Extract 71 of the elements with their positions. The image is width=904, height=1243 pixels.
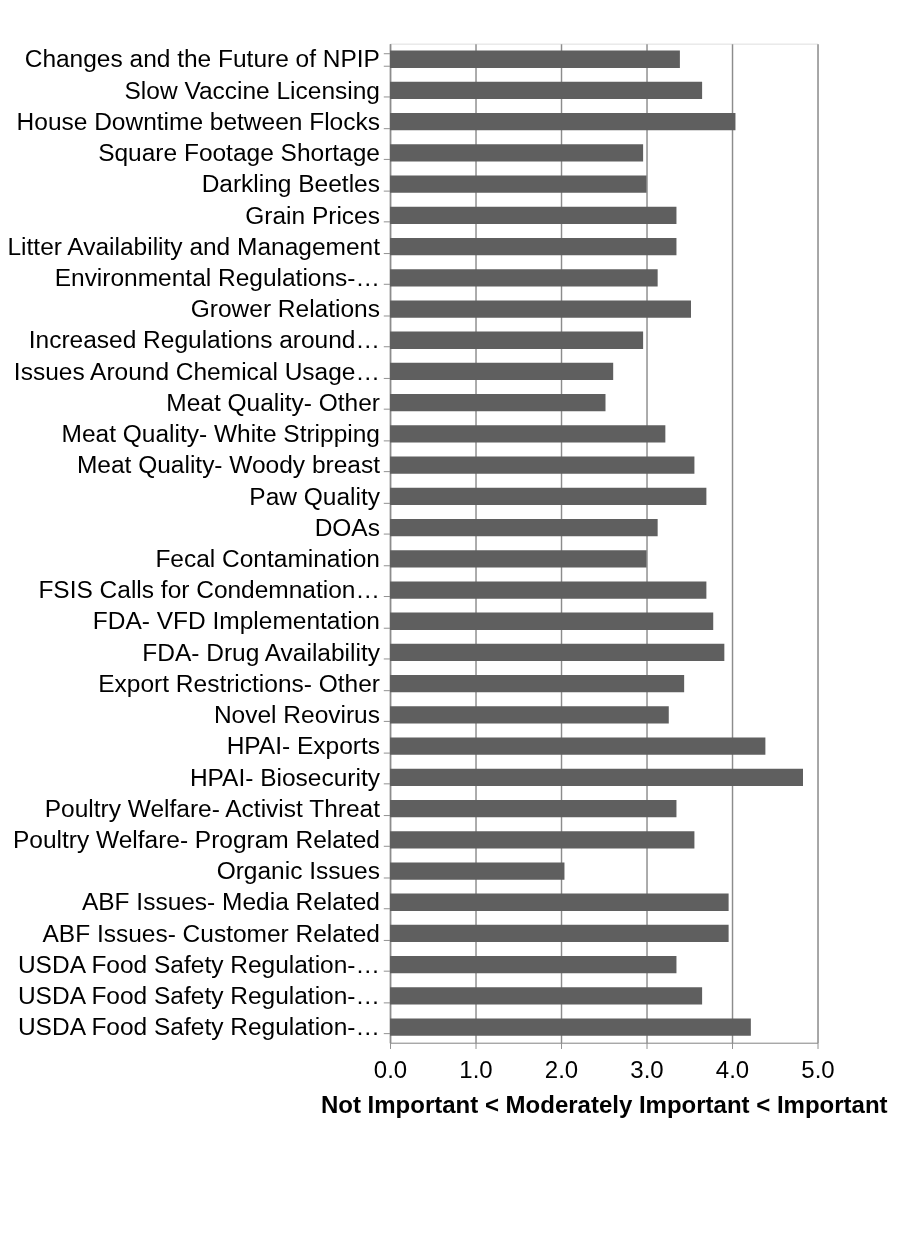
bar (390, 487, 707, 506)
bar (390, 394, 606, 412)
y-tick-label: Litter Availability and Management (7, 232, 381, 260)
y-tick-label: FSIS Calls for Condemnation… (38, 576, 380, 604)
y-tick-label: Issues Around Chemical Usage… (13, 357, 380, 385)
bar (390, 737, 766, 755)
bar (390, 237, 677, 256)
bar (390, 113, 736, 131)
y-tick-label: Grain Prices (245, 201, 380, 229)
y-tick-label: FDA- VFD Implementation (92, 607, 380, 635)
y-tick-label: ABF Issues- Customer Related (42, 919, 380, 947)
bar (390, 456, 695, 474)
bar (390, 862, 565, 880)
y-tick-label: DOAs (314, 513, 380, 541)
bar (390, 550, 647, 568)
y-tick-label: USDA Food Safety Regulation-… (17, 950, 380, 978)
bar (390, 81, 703, 100)
y-tick-label: HPAI- Exports (226, 732, 380, 760)
x-tick-label: 2.0 (544, 1055, 579, 1083)
bar (390, 924, 729, 943)
bar (390, 706, 669, 724)
y-tick-label: USDA Food Safety Regulation-… (17, 982, 380, 1010)
y-tick-label: Export Restrictions- Other (98, 669, 380, 697)
bar (390, 269, 658, 287)
y-tick-label: Poultry Welfare- Activist Threat (44, 794, 381, 822)
x-tick-label: 3.0 (630, 1055, 664, 1083)
x-tick-label: 4.0 (715, 1055, 750, 1083)
y-tick-label: Changes and the Future of NPIP (24, 45, 380, 73)
bar (390, 206, 677, 225)
bar (390, 643, 725, 662)
bar (390, 1018, 751, 1036)
bar (390, 144, 644, 162)
bar (390, 50, 680, 68)
y-tick-label: Darkling Beetles (201, 170, 380, 198)
y-tick-label: Square Footage Shortage (98, 139, 380, 167)
y-tick-label: Meat Quality- Other (166, 388, 380, 416)
bar (390, 799, 677, 818)
y-tick-label: Slow Vaccine Licensing (124, 76, 380, 104)
bar (390, 612, 714, 630)
bar (390, 831, 695, 849)
y-tick-label: HPAI- Biosecurity (189, 763, 381, 791)
y-tick-label: Meat Quality- Woody breast (76, 451, 381, 479)
y-tick-label: Grower Relations (190, 295, 380, 323)
bar (390, 331, 644, 349)
y-tick-label: Meat Quality- White Stripping (61, 420, 380, 448)
y-tick-label: Environmental Regulations-… (54, 263, 380, 291)
x-axis-title: Not Important < Moderately Important < Important (320, 1091, 888, 1119)
bar (390, 987, 703, 1005)
bar (390, 768, 803, 787)
bar (390, 362, 614, 381)
y-tick-label: FDA- Drug Availability (142, 638, 381, 666)
y-tick-label: House Downtime between Flocks (16, 107, 380, 135)
y-tick-label: USDA Food Safety Regulation-… (17, 1013, 380, 1041)
y-tick-label: Increased Regulations around… (28, 326, 380, 354)
y-tick-label: Fecal Contamination (155, 544, 380, 572)
bar (390, 581, 707, 599)
bar (390, 300, 691, 318)
bar (390, 675, 685, 693)
bar (390, 956, 677, 974)
bar (390, 175, 647, 193)
y-tick-label: Novel Reovirus (213, 701, 380, 729)
bar (390, 518, 658, 537)
x-tick-label: 0.0 (373, 1055, 408, 1083)
x-tick-label: 1.0 (459, 1055, 493, 1083)
y-tick-label: Organic Issues (216, 857, 380, 885)
bar (390, 893, 729, 911)
bar (390, 425, 666, 443)
x-tick-label: 5.0 (801, 1055, 835, 1083)
y-tick-label: Poultry Welfare- Program Related (12, 825, 380, 853)
y-tick-label: ABF Issues- Media Related (81, 888, 380, 916)
y-tick-label: Paw Quality (249, 482, 381, 510)
